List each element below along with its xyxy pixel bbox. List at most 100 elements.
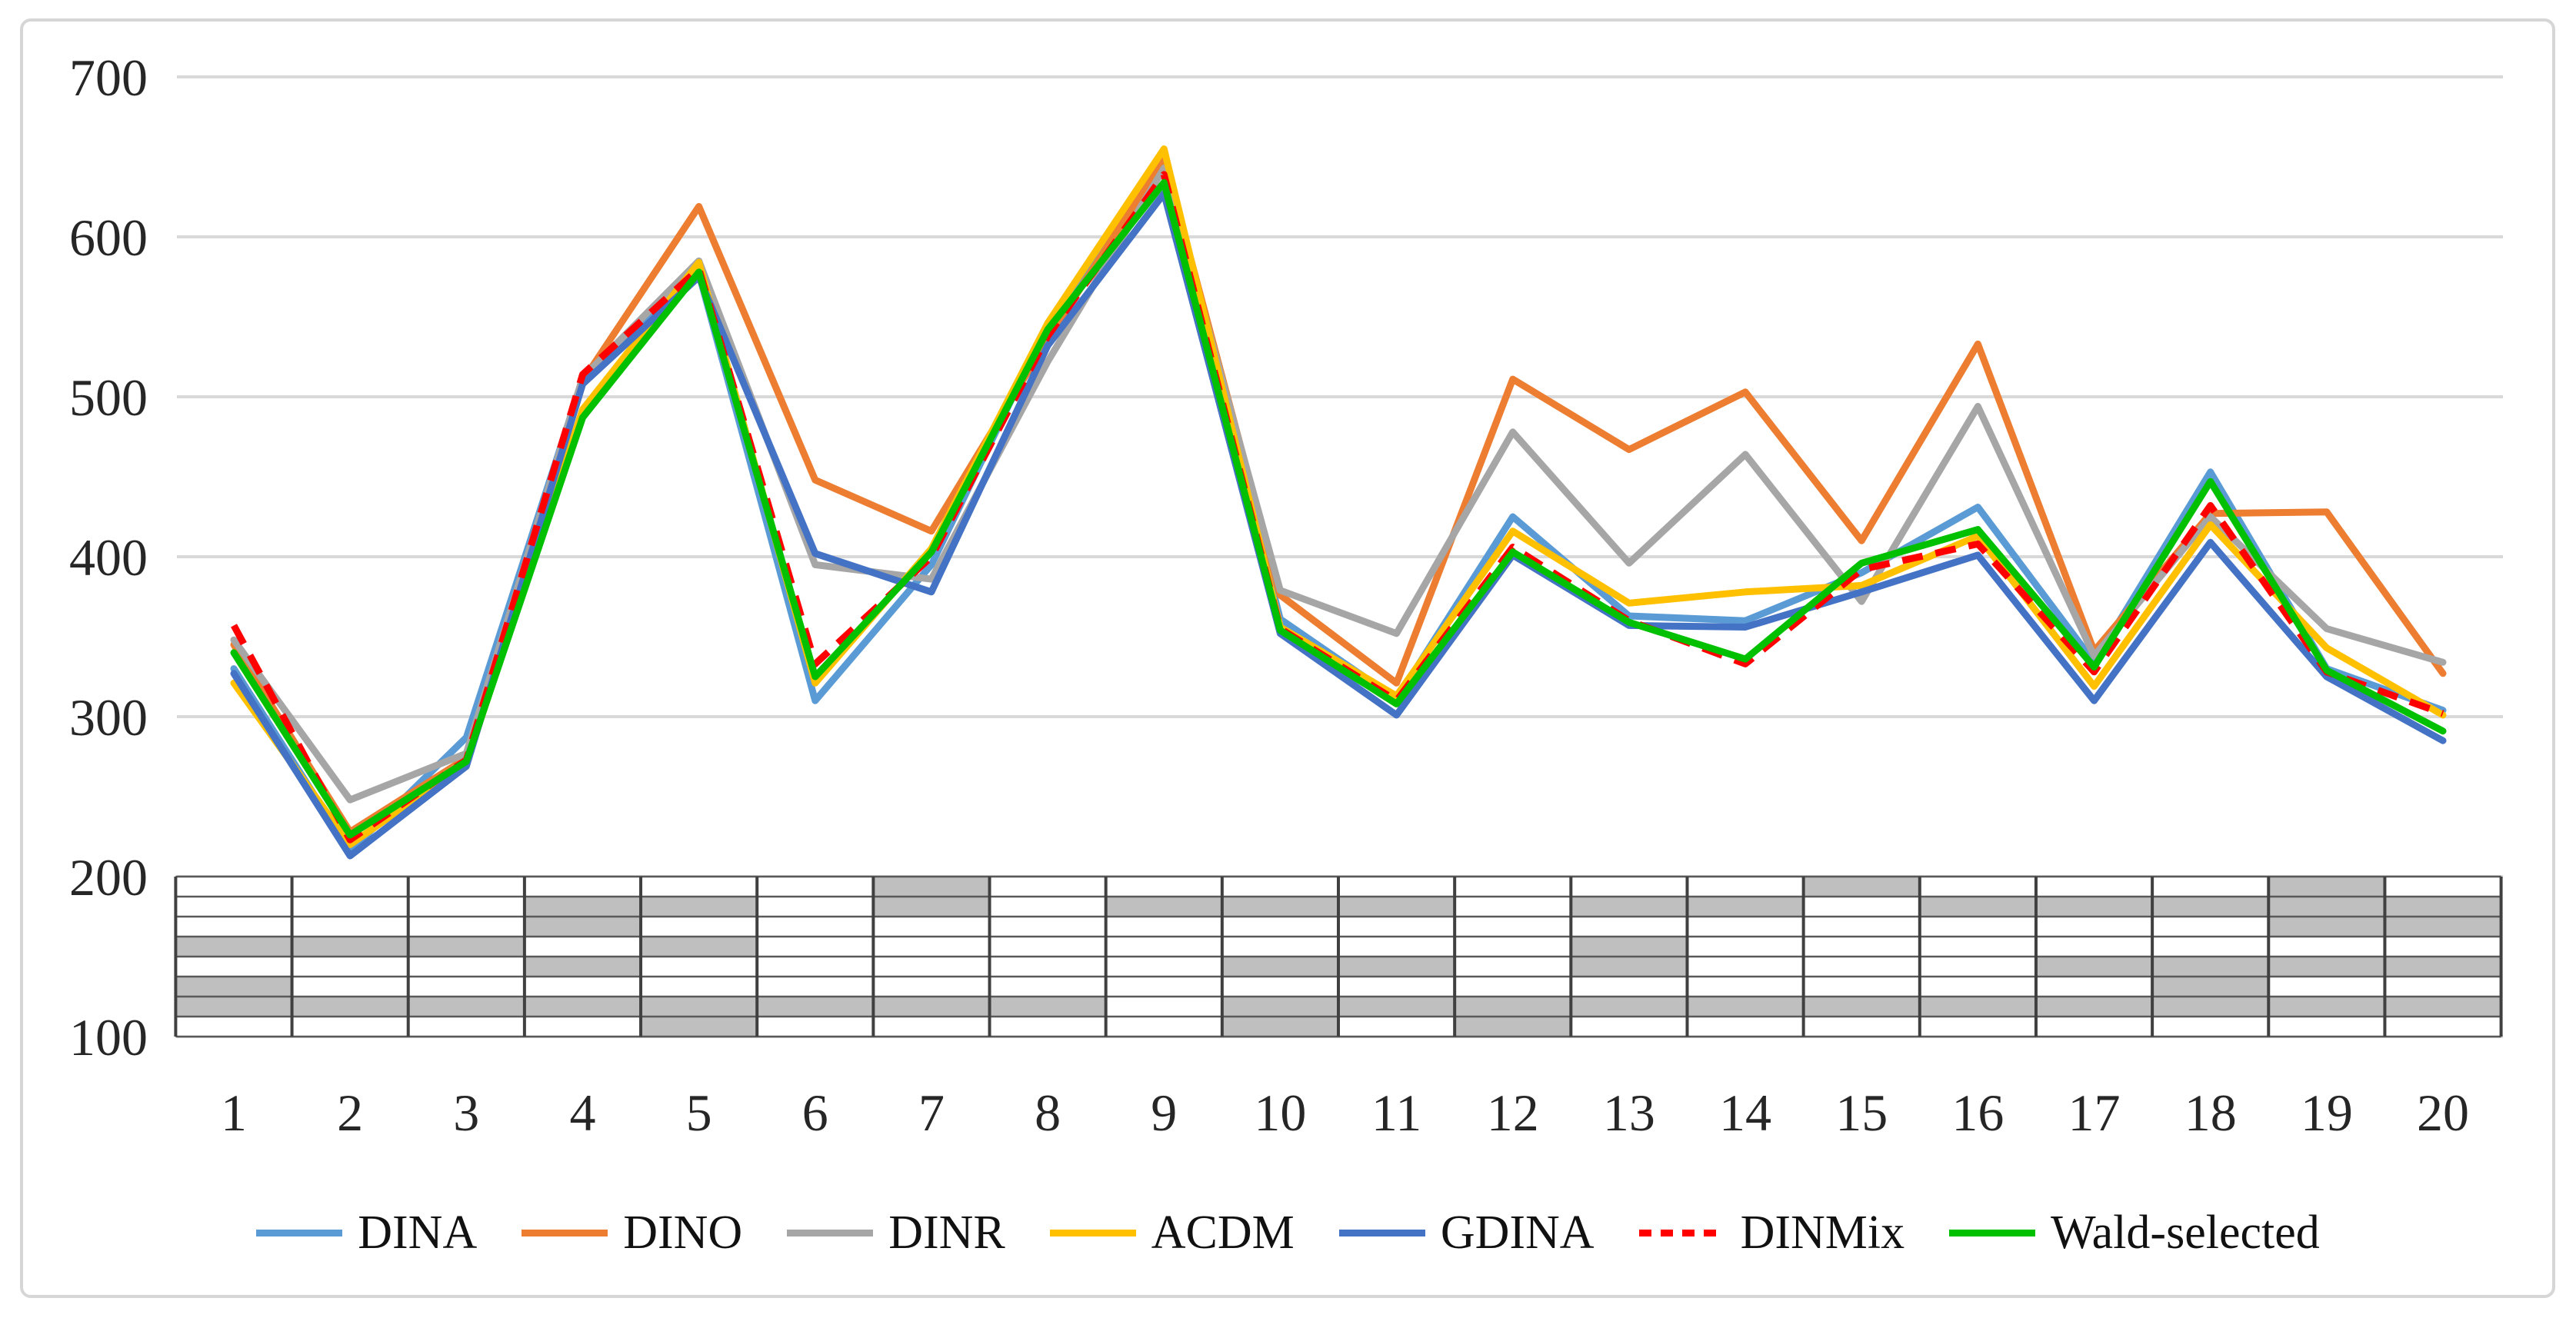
q-cell	[989, 937, 1106, 957]
q-cell	[524, 1017, 642, 1037]
q-cell	[1455, 917, 1571, 937]
y-axis-labels: 700 600 500 400 300 200 100	[69, 48, 148, 1067]
q-cell	[2268, 937, 2385, 957]
q-cell	[1105, 877, 1222, 897]
q-cell	[292, 937, 408, 957]
q-cell	[1919, 1017, 2036, 1037]
q-cell	[524, 957, 642, 977]
q-cell	[1919, 977, 2036, 997]
q-cell	[524, 897, 642, 917]
q-cell	[524, 977, 642, 997]
legend-item-acdm: ACDM	[1049, 1209, 1295, 1256]
legend-item-gdina: GDINA	[1338, 1209, 1595, 1256]
q-cell	[1105, 957, 1222, 977]
q-cell	[757, 937, 874, 957]
q-cell	[1455, 937, 1571, 957]
q-cell	[873, 937, 990, 957]
q-cell	[408, 977, 525, 997]
q-cell	[641, 897, 758, 917]
legend-swatch-acdm	[1049, 1229, 1136, 1236]
x-tick-label: 12	[1487, 1083, 1539, 1142]
q-cell	[1221, 917, 1338, 937]
x-tick-label: 9	[1151, 1083, 1177, 1142]
x-tick-label: 6	[802, 1083, 828, 1142]
x-tick-label: 16	[1951, 1083, 2004, 1142]
q-cell	[989, 897, 1106, 917]
x-tick-label: 13	[1603, 1083, 1655, 1142]
q-cell	[2152, 957, 2269, 977]
q-cell	[873, 957, 990, 977]
x-tick-label: 3	[453, 1083, 479, 1142]
legend-label: Wald-selected	[2051, 1207, 2320, 1259]
q-cell	[292, 997, 408, 1017]
q-cell	[1338, 1017, 1455, 1037]
q-cell	[1803, 877, 1920, 897]
q-cell	[1221, 957, 1338, 977]
legend-swatch-dinmix	[1638, 1229, 1725, 1236]
q-cell	[1919, 917, 2036, 937]
x-tick-label: 11	[1371, 1083, 1421, 1142]
series-line-ACDM	[230, 145, 2447, 848]
q-cell	[175, 877, 292, 897]
q-cell	[757, 957, 874, 977]
q-matrix-table	[174, 875, 2503, 1038]
legend-item-wald-selected: Wald-selected	[1949, 1209, 2320, 1256]
q-cell	[292, 917, 408, 937]
q-cell	[757, 1017, 874, 1037]
q-cell	[1455, 997, 1571, 1017]
q-cell	[2268, 977, 2385, 997]
q-cell	[873, 877, 990, 897]
q-cell	[1687, 897, 1804, 917]
q-cell	[989, 1017, 1106, 1037]
q-cell	[175, 1017, 292, 1037]
x-tick-label: 5	[686, 1083, 712, 1142]
q-cell	[1919, 877, 2036, 897]
q-cell	[2268, 877, 2385, 897]
q-cell	[1803, 917, 1920, 937]
x-tick-label: 14	[1719, 1083, 1771, 1142]
q-cell	[1105, 917, 1222, 937]
q-cell	[408, 877, 525, 897]
x-tick-label: 2	[337, 1083, 363, 1142]
series-line-GDINA	[230, 190, 2447, 860]
q-cell	[873, 897, 990, 917]
q-cell	[1105, 977, 1222, 997]
x-tick-label: 4	[569, 1083, 595, 1142]
q-cell	[1571, 897, 1688, 917]
x-tick-label: 8	[1035, 1083, 1061, 1142]
q-cell	[1803, 957, 1920, 977]
q-cell	[2268, 917, 2385, 937]
q-cell	[2035, 997, 2153, 1017]
q-cell	[1221, 877, 1338, 897]
q-cell	[175, 937, 292, 957]
q-cell	[175, 917, 292, 937]
x-tick-label: 10	[1254, 1083, 1306, 1142]
q-cell	[989, 917, 1106, 937]
y-tick-label: 100	[69, 1008, 148, 1067]
q-cell	[1919, 957, 2036, 977]
q-cell	[1338, 977, 1455, 997]
q-cell	[1221, 937, 1338, 957]
y-tick-label: 300	[69, 688, 148, 747]
q-cell	[873, 997, 990, 1017]
x-tick-label: 19	[2301, 1083, 2353, 1142]
q-cell	[1338, 917, 1455, 937]
x-tick-label: 18	[2184, 1083, 2237, 1142]
q-cell	[757, 977, 874, 997]
q-cell	[2384, 997, 2501, 1017]
series-line-DINR	[230, 165, 2447, 804]
y-tick-label: 700	[69, 48, 148, 107]
q-cell	[2268, 957, 2385, 977]
x-tick-label: 17	[2068, 1083, 2121, 1142]
q-cell	[1919, 937, 2036, 957]
legend-label: DINR	[888, 1207, 1005, 1259]
q-cell	[1803, 897, 1920, 917]
legend-swatch-dino	[522, 1229, 608, 1236]
q-cell	[757, 997, 874, 1017]
q-cell	[1105, 997, 1222, 1017]
legend-item-dino: DINO	[522, 1209, 742, 1256]
x-axis-labels: 1 2 3 4 5 6 7 8 9 10 11 12 13 14 15 16 17 18 19 20	[221, 1083, 2469, 1142]
q-cell	[1338, 937, 1455, 957]
q-cell	[292, 957, 408, 977]
q-cell	[1919, 897, 2036, 917]
